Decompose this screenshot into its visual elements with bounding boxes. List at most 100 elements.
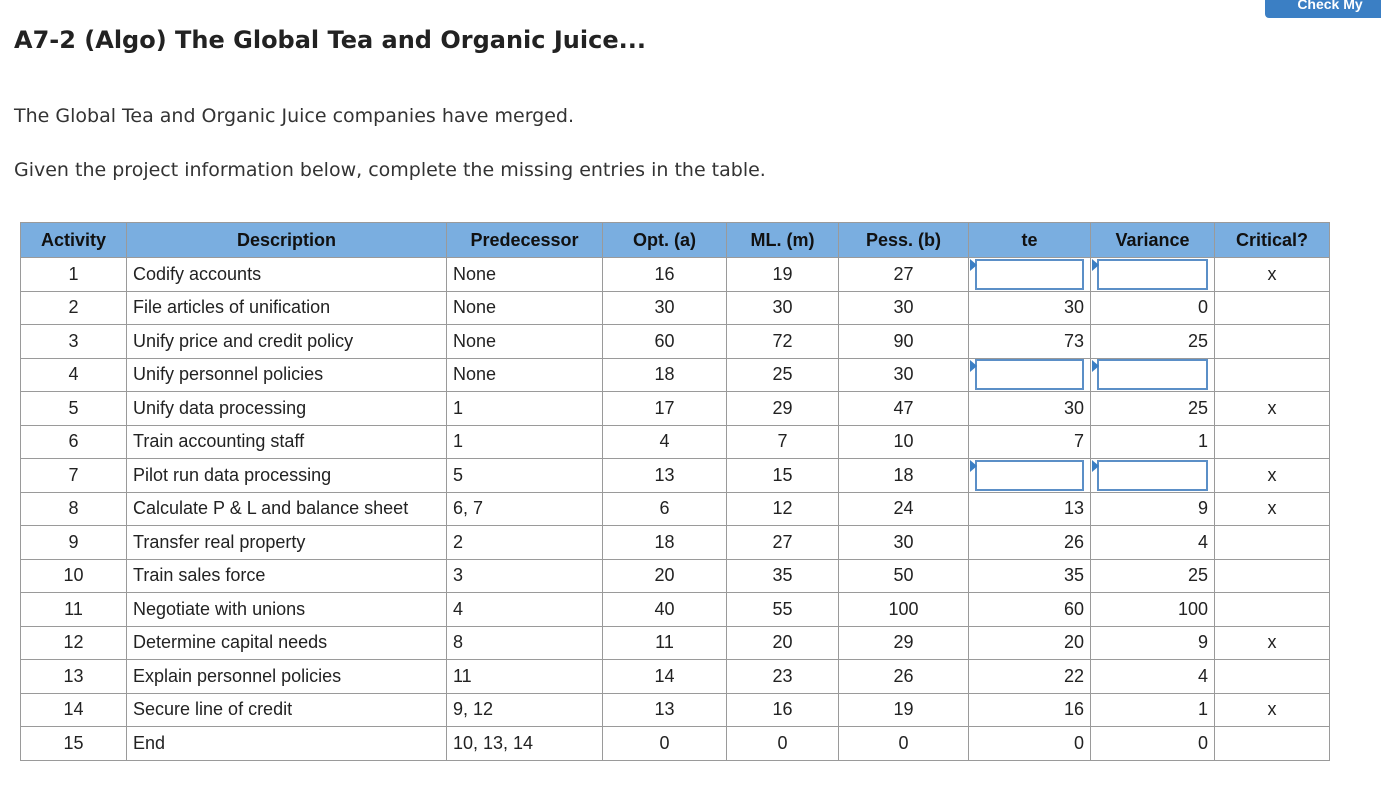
te-cell: 13 [968,491,1091,526]
critical-cell: x [1214,491,1330,526]
col-header-predecessor: Predecessor [446,222,603,258]
project-table: Activity Description Predecessor Opt. (a… [20,222,1330,761]
description-cell: Unify price and credit policy [126,324,447,359]
predecessor-cell: None [446,290,603,325]
most-likely-cell: 72 [726,324,839,359]
table-row: 14 Secure line of credit 9, 12 13 16 19 16 1 x [20,692,1330,727]
pessimistic-cell: 18 [838,458,969,493]
description-cell: Secure line of credit [126,692,447,727]
most-likely-cell: 19 [726,257,839,292]
pessimistic-cell: 30 [838,357,969,392]
critical-cell [1214,525,1330,560]
pessimistic-cell: 30 [838,290,969,325]
table-row: 7 Pilot run data processing 5 13 15 18 x [20,458,1330,493]
most-likely-cell: 30 [726,290,839,325]
table-row: 3 Unify price and credit policy None 60 72 90… [20,324,1330,359]
variance-input[interactable] [1097,258,1208,290]
critical-cell [1214,558,1330,593]
te-cell: 16 [968,692,1091,727]
col-header-optimistic: Opt. (a) [602,222,727,258]
input-marker-icon [1092,259,1099,271]
variance-input[interactable] [1097,459,1208,491]
critical-cell: x [1214,692,1330,727]
activity-cell: 8 [20,491,127,526]
description-cell: Calculate P & L and balance sheet [126,491,447,526]
variance-input-cell [1090,357,1215,392]
te-input-cell [968,458,1091,493]
predecessor-cell: None [446,324,603,359]
table-row: 15 End 10, 13, 14 0 0 0 0 0 [20,726,1330,761]
critical-cell: x [1214,391,1330,426]
optimistic-cell: 4 [602,424,727,459]
predecessor-cell: 6, 7 [446,491,603,526]
optimistic-cell: 40 [602,592,727,627]
pessimistic-cell: 100 [838,592,969,627]
te-cell: 60 [968,592,1091,627]
optimistic-cell: 11 [602,625,727,660]
te-input-cell [968,357,1091,392]
activity-cell: 11 [20,592,127,627]
description-cell: Negotiate with unions [126,592,447,627]
pessimistic-cell: 26 [838,659,969,694]
table-body: 1 Codify accounts None 16 19 27 x 2 File article… [20,257,1330,761]
most-likely-cell: 29 [726,391,839,426]
pessimistic-cell: 10 [838,424,969,459]
predecessor-cell: None [446,257,603,292]
description-cell: Unify data processing [126,391,447,426]
te-input[interactable] [975,359,1084,391]
activity-cell: 3 [20,324,127,359]
pessimistic-cell: 19 [838,692,969,727]
critical-cell [1214,324,1330,359]
optimistic-cell: 13 [602,692,727,727]
most-likely-cell: 20 [726,625,839,660]
predecessor-cell: 8 [446,625,603,660]
optimistic-cell: 60 [602,324,727,359]
critical-cell [1214,357,1330,392]
activity-cell: 5 [20,391,127,426]
predecessor-cell: 10, 13, 14 [446,726,603,761]
table-row: 4 Unify personnel policies None 18 25 30 [20,357,1330,392]
table-row: 5 Unify data processing 1 17 29 47 30 25 x [20,391,1330,426]
activity-cell: 15 [20,726,127,761]
variance-cell: 0 [1090,726,1215,761]
optimistic-cell: 17 [602,391,727,426]
table-row: 6 Train accounting staff 1 4 7 10 7 1 [20,424,1330,459]
optimistic-cell: 13 [602,458,727,493]
predecessor-cell: None [446,357,603,392]
variance-input[interactable] [1097,359,1208,391]
col-header-activity: Activity [20,222,127,258]
most-likely-cell: 25 [726,357,839,392]
description-cell: End [126,726,447,761]
te-cell: 30 [968,391,1091,426]
most-likely-cell: 15 [726,458,839,493]
description-cell: Train sales force [126,558,447,593]
te-cell: 30 [968,290,1091,325]
predecessor-cell: 1 [446,391,603,426]
te-cell: 7 [968,424,1091,459]
optimistic-cell: 14 [602,659,727,694]
most-likely-cell: 16 [726,692,839,727]
description-cell: Determine capital needs [126,625,447,660]
variance-cell: 9 [1090,625,1215,660]
critical-cell: x [1214,257,1330,292]
col-header-description: Description [126,222,447,258]
predecessor-cell: 1 [446,424,603,459]
check-my-work-button[interactable]: Check My [1265,0,1381,18]
te-input[interactable] [975,258,1084,290]
te-cell: 26 [968,525,1091,560]
variance-cell: 9 [1090,491,1215,526]
te-cell: 0 [968,726,1091,761]
optimistic-cell: 20 [602,558,727,593]
activity-cell: 1 [20,257,127,292]
optimistic-cell: 18 [602,357,727,392]
most-likely-cell: 7 [726,424,839,459]
most-likely-cell: 0 [726,726,839,761]
variance-cell: 25 [1090,391,1215,426]
variance-input-cell [1090,458,1215,493]
activity-cell: 6 [20,424,127,459]
critical-cell [1214,424,1330,459]
predecessor-cell: 3 [446,558,603,593]
te-input[interactable] [975,459,1084,491]
te-input-cell [968,257,1091,292]
